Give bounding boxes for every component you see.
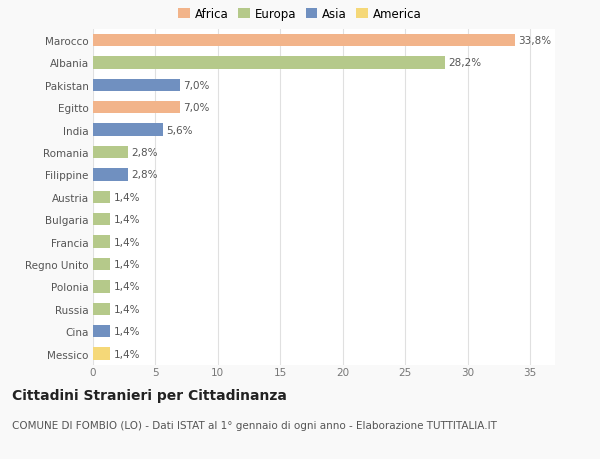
Bar (93, 303, 110, 315)
Bar (93, 258, 110, 270)
Text: 1,4%: 1,4% (113, 259, 140, 269)
Bar (93, 102, 181, 114)
Text: 1,4%: 1,4% (113, 326, 140, 336)
Text: 7,0%: 7,0% (184, 81, 210, 91)
Text: 1,4%: 1,4% (113, 304, 140, 314)
Bar (93, 347, 110, 360)
Bar (93, 213, 110, 226)
Bar (93, 146, 128, 159)
Bar (93, 79, 181, 92)
Text: COMUNE DI FOMBIO (LO) - Dati ISTAT al 1° gennaio di ogni anno - Elaborazione TUT: COMUNE DI FOMBIO (LO) - Dati ISTAT al 1°… (12, 420, 497, 430)
Bar (93, 57, 445, 69)
Text: 28,2%: 28,2% (448, 58, 481, 68)
Text: 1,4%: 1,4% (113, 349, 140, 359)
Text: 5,6%: 5,6% (166, 125, 193, 135)
Text: 7,0%: 7,0% (184, 103, 210, 113)
Text: 1,4%: 1,4% (113, 192, 140, 202)
Bar (93, 325, 110, 337)
Text: 2,8%: 2,8% (131, 170, 158, 180)
Text: 2,8%: 2,8% (131, 148, 158, 158)
Bar (93, 169, 128, 181)
Text: 1,4%: 1,4% (113, 282, 140, 292)
Text: 1,4%: 1,4% (113, 237, 140, 247)
Text: Cittadini Stranieri per Cittadinanza: Cittadini Stranieri per Cittadinanza (12, 388, 287, 402)
Bar (93, 35, 515, 47)
Legend: Africa, Europa, Asia, America: Africa, Europa, Asia, America (176, 6, 424, 23)
Text: 1,4%: 1,4% (113, 215, 140, 225)
Bar (93, 124, 163, 136)
Bar (93, 191, 110, 203)
Bar (93, 236, 110, 248)
Text: 33,8%: 33,8% (518, 36, 551, 46)
Bar (93, 280, 110, 293)
